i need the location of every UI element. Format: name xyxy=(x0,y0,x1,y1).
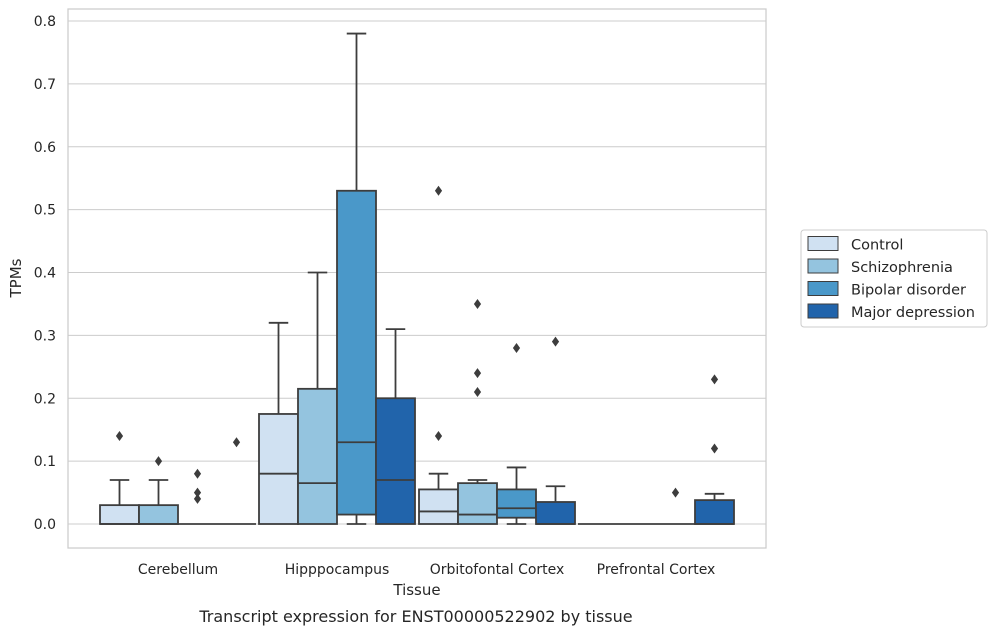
box-body xyxy=(258,413,299,525)
y-tick-label: 0.1 xyxy=(34,454,56,470)
outlier-point xyxy=(473,298,482,309)
box-2-1 xyxy=(457,298,498,525)
x-tick-labels: Cerebellum Hipppocampus Orbitofontal Corte… xyxy=(138,562,715,578)
outlier-point xyxy=(154,456,163,467)
y-tick-label: 0.7 xyxy=(34,77,56,93)
outlier-point xyxy=(473,386,482,397)
x-tick-label: Cerebellum xyxy=(138,562,218,578)
y-tick-label: 0.8 xyxy=(34,14,56,30)
box-body xyxy=(375,397,416,525)
box-1-3 xyxy=(375,328,416,525)
outlier-point xyxy=(193,468,202,479)
box-body xyxy=(138,504,179,525)
y-tick-labels: 0.0 0.1 0.2 0.3 0.4 0.5 0.6 0.7 0.8 xyxy=(34,14,56,533)
box-3-3 xyxy=(694,374,735,525)
box-body xyxy=(297,387,338,525)
outlier-point xyxy=(473,368,482,379)
outlier-point xyxy=(710,374,719,385)
y-tick-label: 0.5 xyxy=(34,203,56,219)
plot-frame xyxy=(67,8,767,549)
y-axis-title: TPMs xyxy=(7,258,25,298)
box-0-1 xyxy=(138,456,179,525)
box-body xyxy=(336,189,377,516)
y-tick-label: 0.4 xyxy=(34,266,56,282)
legend-label: Major depression xyxy=(851,305,975,321)
legend-swatch xyxy=(807,281,839,296)
y-tick-label: 0.0 xyxy=(34,517,56,533)
chart-caption: Transcript expression for ENST0000052290… xyxy=(198,607,632,626)
box-body xyxy=(418,488,459,525)
gridlines xyxy=(68,20,766,525)
plot-background xyxy=(68,9,766,548)
box-body xyxy=(694,499,735,525)
box-0-2 xyxy=(178,468,217,525)
outlier-point xyxy=(434,185,443,196)
legend-swatch xyxy=(807,236,839,251)
box-body xyxy=(496,488,537,519)
x-tick-label: Orbitofontal Cortex xyxy=(430,562,565,578)
x-tick-label: Prefrontal Cortex xyxy=(597,562,716,578)
boxes-layer xyxy=(99,32,735,525)
legend-label: Bipolar disorder xyxy=(851,283,966,299)
box-1-0 xyxy=(258,321,299,525)
box-0-3 xyxy=(217,437,256,525)
outlier-point xyxy=(710,443,719,454)
x-axis-title: Tissue xyxy=(392,581,440,599)
box-1-2 xyxy=(336,32,377,525)
y-tick-label: 0.2 xyxy=(34,391,56,407)
legend-swatch xyxy=(807,258,839,274)
box-2-3 xyxy=(535,336,576,525)
outlier-point xyxy=(115,430,124,441)
legend-label: Schizophrenia xyxy=(851,260,953,276)
box-body xyxy=(457,482,498,525)
outlier-point xyxy=(232,437,241,448)
x-tick-label: Hipppocampus xyxy=(285,562,390,578)
box-2-0 xyxy=(418,185,459,525)
legend-label: Control xyxy=(851,238,903,254)
legend-swatch xyxy=(807,303,839,319)
legend-frame xyxy=(800,229,988,328)
outlier-point xyxy=(671,487,680,498)
box-body xyxy=(535,501,576,525)
box-body xyxy=(99,504,140,525)
y-tick-label: 0.6 xyxy=(34,140,56,156)
y-tick-label: 0.3 xyxy=(34,328,56,344)
box-2-2 xyxy=(496,342,537,525)
box-0-0 xyxy=(99,430,140,525)
legend: Control Schizophrenia Bipolar disorder Majo… xyxy=(800,229,988,328)
outlier-point xyxy=(193,487,202,498)
outlier-point xyxy=(193,493,202,504)
box-3-2 xyxy=(656,487,695,525)
outlier-point xyxy=(551,336,560,347)
outlier-point xyxy=(434,430,443,441)
outlier-point xyxy=(512,342,521,353)
